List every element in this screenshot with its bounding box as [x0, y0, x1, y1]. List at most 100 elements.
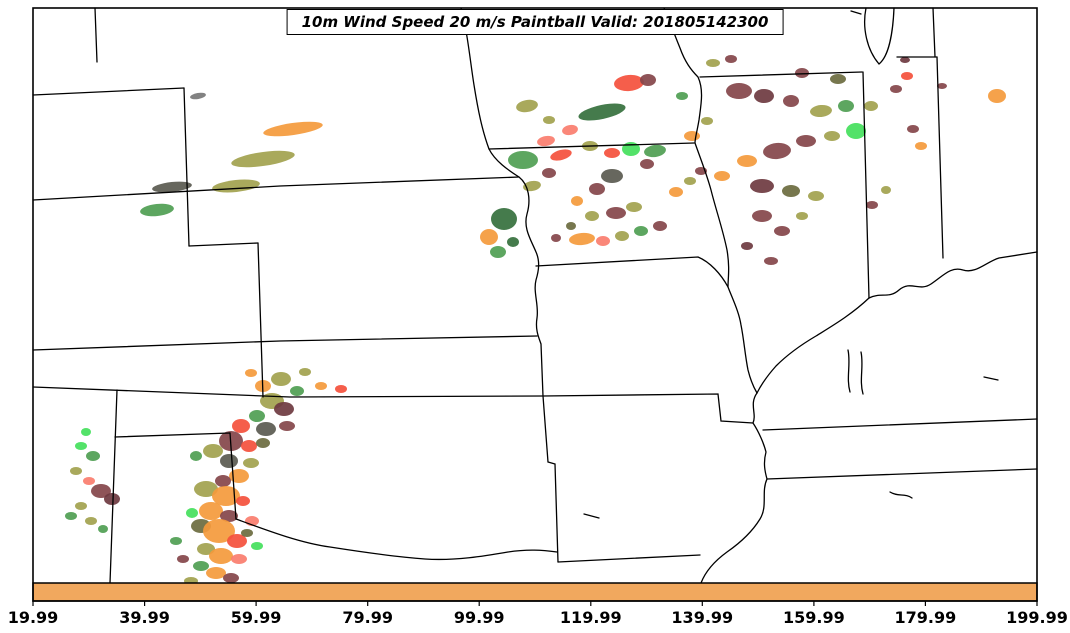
- paintball-blob: [91, 484, 111, 498]
- river-border: [235, 518, 558, 561]
- paintball-blob: [626, 202, 642, 212]
- paintball-blob: [714, 171, 730, 181]
- lake-mark: [983, 376, 999, 381]
- paintball-blob: [589, 183, 605, 195]
- lake-mark: [583, 513, 600, 519]
- state-border: [32, 176, 520, 201]
- lake-mark: [847, 349, 851, 393]
- paintball-blob: [890, 85, 902, 93]
- river-border: [868, 251, 1038, 299]
- river-border: [663, 7, 758, 394]
- paintball-blob: [193, 561, 209, 571]
- colorbar-tick-label: 99.99: [454, 608, 505, 627]
- paintball-blob: [140, 203, 174, 217]
- lake-mark: [889, 491, 913, 499]
- paintball-blob: [203, 519, 235, 543]
- paintball-blob: [70, 467, 82, 475]
- paintball-blob: [190, 451, 202, 461]
- paintball-blob: [81, 428, 91, 436]
- paintball-blob: [754, 89, 774, 103]
- paintball-blob: [578, 103, 626, 121]
- paintball-blob: [177, 555, 189, 563]
- paintball-blob: [220, 454, 238, 468]
- paintball-blob: [263, 121, 323, 137]
- state-border: [32, 87, 185, 96]
- paintball-blob: [737, 155, 757, 167]
- river-border: [460, 7, 544, 397]
- paintball-blob: [542, 168, 556, 178]
- lake-mark: [860, 351, 864, 395]
- paintball-blob: [279, 421, 295, 431]
- colorbar-tick-labels: 19.99 39.99 59.99 79.99 99.99 119.99 139…: [8, 608, 1068, 627]
- paintball-blob: [750, 179, 774, 193]
- paintball-blob: [186, 508, 198, 518]
- paintball-blob: [901, 72, 913, 80]
- state-border: [32, 335, 538, 351]
- paintball-blob: [764, 257, 778, 265]
- paintball-blob: [653, 221, 667, 231]
- paintball-blob: [763, 142, 791, 160]
- state-border: [766, 468, 1038, 480]
- paintball-blob: [194, 481, 218, 497]
- paintball-blob: [640, 74, 656, 86]
- paintball-blob: [212, 179, 260, 193]
- paintball-blob: [232, 419, 250, 433]
- colorbar-tick-label: 159.99: [783, 608, 845, 627]
- paintball-blob: [937, 83, 947, 89]
- paintball-blob: [796, 212, 808, 220]
- state-border: [542, 393, 754, 424]
- state-border: [936, 56, 944, 259]
- state-border: [257, 242, 264, 398]
- colorbar-ticks: [32, 601, 1038, 606]
- paintball-blob: [199, 502, 223, 520]
- colorbar-tick-label: 139.99: [671, 608, 733, 627]
- paintball-blob: [490, 246, 506, 258]
- paintball-blob: [824, 131, 840, 141]
- paintball-blob: [846, 123, 866, 139]
- paintball-blob: [197, 543, 215, 555]
- paintball-blobs-layer: [65, 55, 1006, 585]
- paintball-blob: [810, 104, 832, 118]
- map-frame: [32, 7, 1038, 602]
- paintball-blob: [190, 92, 206, 100]
- paintball-blob: [231, 554, 247, 564]
- map-title: 10m Wind Speed 20 m/s Paintball Valid: 2…: [286, 9, 784, 35]
- paintball-blob: [741, 242, 753, 250]
- paintball-blob: [516, 99, 538, 113]
- paintball-blob: [866, 201, 878, 209]
- paintball-blob: [551, 234, 561, 242]
- paintball-blob: [85, 517, 97, 525]
- paintball-blob: [206, 567, 226, 579]
- paintball-blob: [838, 100, 854, 112]
- paintball-blob: [726, 83, 752, 99]
- paintball-blob: [251, 542, 263, 550]
- paintball-blob: [725, 55, 737, 63]
- state-border: [557, 554, 701, 563]
- paintball-blob: [227, 534, 247, 548]
- state-border: [109, 389, 118, 584]
- paintball-blob: [562, 124, 578, 136]
- paintball-blob: [271, 372, 291, 386]
- paintball-blob: [537, 135, 555, 147]
- river-border: [756, 297, 870, 394]
- paintball-blob: [585, 211, 599, 221]
- paintball-blob: [215, 475, 231, 487]
- paintball-blob: [830, 74, 846, 84]
- colorbar-tick-label: 19.99: [8, 608, 59, 627]
- paintball-blob: [75, 442, 87, 450]
- state-border: [183, 87, 190, 247]
- paintball-blob: [752, 210, 772, 222]
- state-border: [188, 242, 259, 247]
- colorbar-tick-label: 119.99: [560, 608, 622, 627]
- paintball-blob: [569, 232, 595, 246]
- paintball-blob: [550, 149, 572, 161]
- paintball-blob: [615, 231, 629, 241]
- paintball-blob: [881, 186, 891, 194]
- paintball-blob: [634, 226, 648, 236]
- paintball-blob: [152, 181, 192, 193]
- paintball-blob: [241, 440, 257, 452]
- paintball-blob: [606, 207, 626, 219]
- state-border: [94, 7, 98, 63]
